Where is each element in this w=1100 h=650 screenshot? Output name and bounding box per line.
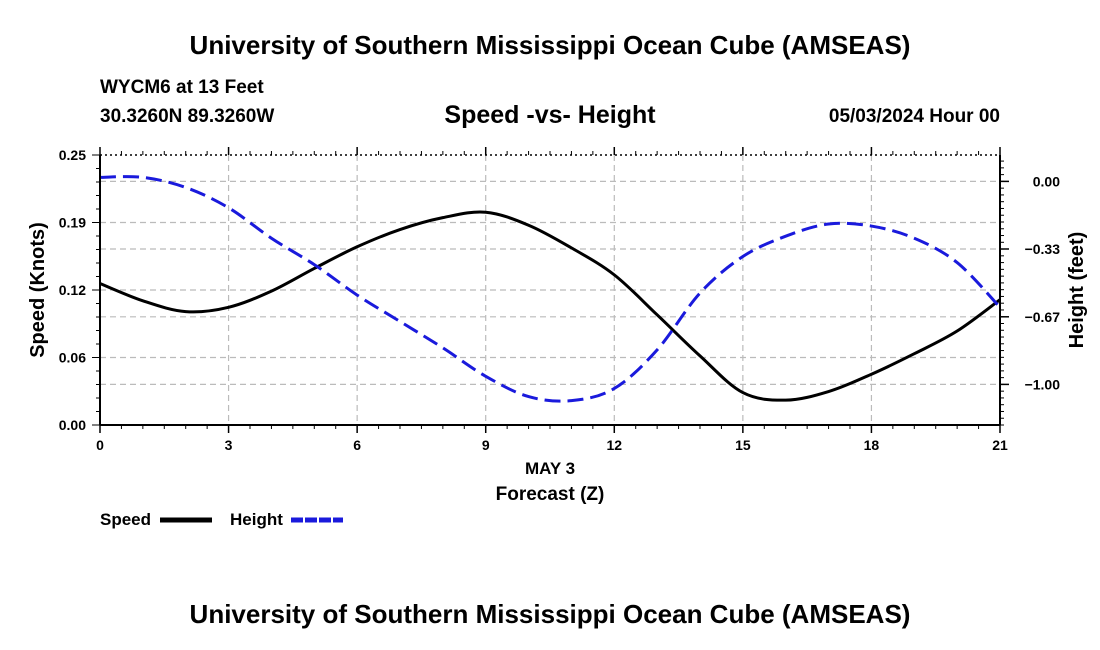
y-left-tick-label: 0.25 — [59, 147, 86, 163]
y-right-tick-label: −1.00 — [1025, 376, 1061, 392]
y-left-tick-label: 0.06 — [59, 350, 86, 366]
y-axis-left-label: Speed (Knots) — [27, 222, 49, 358]
y-left-tick-label: 0.19 — [59, 215, 86, 231]
chart-title: University of Southern Mississippi Ocean… — [189, 30, 911, 60]
station-label: WYCM6 at 13 Feet — [100, 77, 264, 98]
height-series-line — [99, 175, 1002, 403]
y-left-tick-label: 0.00 — [59, 417, 86, 433]
legend: Speed Height — [100, 510, 343, 529]
x-tick-label: 3 — [225, 437, 233, 453]
x-tick-label: 9 — [482, 437, 490, 453]
forecast-date-label: 05/03/2024 Hour 00 — [828, 106, 1000, 127]
x-axis-label: Forecast (Z) — [496, 484, 605, 505]
y-right-tick-label: 0.00 — [1033, 173, 1060, 189]
x-tick-label: 15 — [735, 437, 751, 453]
series-group — [99, 175, 1002, 403]
y-left-tick-label: 0.12 — [59, 282, 86, 298]
x-tick-label: 21 — [992, 437, 1008, 453]
x-tick-label: 6 — [353, 437, 361, 453]
x-tick-label: 18 — [864, 437, 880, 453]
legend-speed-label: Speed — [100, 510, 151, 529]
chart-subtitle: Speed -vs- Height — [444, 101, 656, 129]
y-axis-right-label: Height (feet) — [1066, 232, 1088, 349]
legend-height-label: Height — [230, 510, 283, 529]
x-tick-label: 0 — [96, 437, 104, 453]
tick-labels: 0 3 6 9 12 15 18 21 0.00 0.06 0.12 0.19 0.25 0.00 −0.3… — [59, 147, 1060, 453]
speed-series-line — [99, 210, 1001, 402]
chart-area: 0 3 6 9 12 15 18 21 0.00 0.06 0.12 0.19 0.25 0.00 −0.3… — [27, 147, 1088, 529]
y-right-tick-label: −0.33 — [1025, 241, 1061, 257]
coordinates-label: 30.3260N 89.3260W — [100, 106, 275, 127]
x-tick-label: 12 — [606, 437, 622, 453]
y-right-tick-label: −0.67 — [1025, 309, 1061, 325]
footer-title: University of Southern Mississippi Ocean… — [189, 599, 911, 629]
x-axis-date-label: MAY 3 — [525, 459, 575, 478]
grid — [100, 155, 1000, 425]
axes — [92, 147, 1009, 433]
